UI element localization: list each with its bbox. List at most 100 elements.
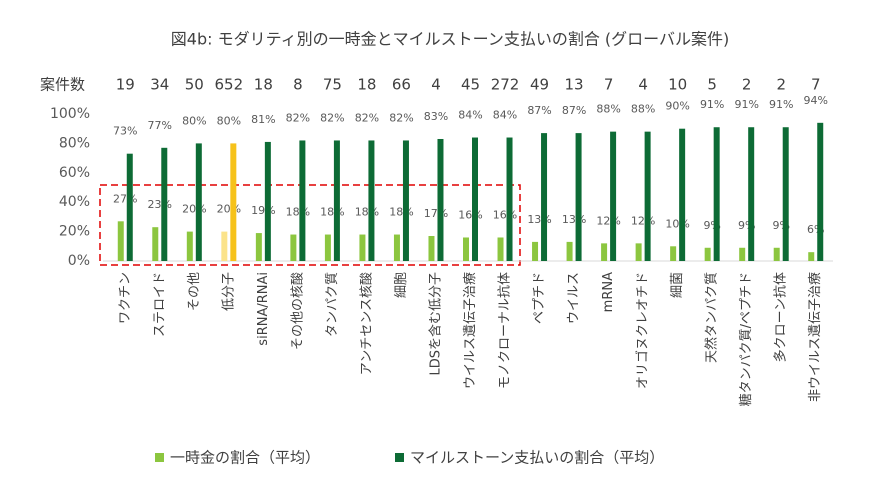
count-label: 4 xyxy=(638,76,648,94)
count-label: 13 xyxy=(565,76,584,94)
value-label: 83% xyxy=(424,110,448,123)
value-label: 77% xyxy=(148,119,172,132)
value-label: 82% xyxy=(286,111,310,124)
count-label: 272 xyxy=(491,76,520,94)
bar xyxy=(290,234,297,261)
bar xyxy=(782,127,789,261)
bar xyxy=(532,241,539,261)
value-label: 18% xyxy=(286,206,310,219)
count-label: 19 xyxy=(116,76,135,94)
value-label: 19% xyxy=(251,204,275,217)
bar xyxy=(773,247,780,261)
value-label: 12% xyxy=(596,214,620,227)
bar xyxy=(428,236,435,261)
y-tick-label: 0% xyxy=(68,253,90,269)
value-label: 18% xyxy=(320,206,344,219)
count-label: 34 xyxy=(150,76,169,94)
count-label: 2 xyxy=(742,76,752,94)
x-tick-label: タンパク質 xyxy=(325,272,340,337)
value-label: 17% xyxy=(424,207,448,220)
value-label: 84% xyxy=(458,109,482,122)
bar xyxy=(463,237,469,261)
x-tick-label: ペプチド xyxy=(532,272,547,324)
value-label: 94% xyxy=(804,94,828,107)
value-label: 81% xyxy=(251,113,275,126)
bar xyxy=(402,140,409,261)
bar xyxy=(186,231,193,261)
x-tick-label: ステロイド xyxy=(152,272,167,337)
bar xyxy=(230,143,237,261)
bar xyxy=(126,153,133,261)
value-label: 20% xyxy=(182,203,206,216)
y-tick-label: 40% xyxy=(59,194,90,210)
legend-swatch xyxy=(395,453,404,462)
value-label: 88% xyxy=(596,103,620,116)
bar xyxy=(679,128,686,261)
x-tick-label: ウイルス xyxy=(567,272,582,324)
x-tick-label: LDSを含む低分子 xyxy=(427,272,443,376)
value-label: 73% xyxy=(113,125,137,138)
x-tick-label: mRNA xyxy=(601,272,616,312)
value-label: 18% xyxy=(355,206,379,219)
value-label: 16% xyxy=(458,208,482,221)
bar xyxy=(713,127,720,261)
bar xyxy=(333,140,340,261)
y-tick-label: 80% xyxy=(59,135,90,151)
bar xyxy=(437,138,444,261)
value-label: 16% xyxy=(493,208,517,221)
bar xyxy=(635,243,642,261)
count-label: 10 xyxy=(668,76,687,94)
x-tick-label: 非ウイルス遺伝子治療 xyxy=(808,272,823,402)
x-tick-label: その他の核酸 xyxy=(290,272,305,350)
bar xyxy=(541,133,548,261)
x-tick-label: 低分子 xyxy=(221,272,236,311)
value-label: 91% xyxy=(734,98,758,111)
x-tick-label: 多クローン抗体 xyxy=(773,272,789,362)
highlight-box xyxy=(99,184,521,266)
value-label: 13% xyxy=(562,213,586,226)
value-label: 87% xyxy=(527,104,551,117)
value-label: 18% xyxy=(389,206,413,219)
bar xyxy=(161,147,168,261)
value-label: 23% xyxy=(148,198,172,211)
value-label: 12% xyxy=(631,214,655,227)
bar xyxy=(506,137,513,261)
value-label: 80% xyxy=(182,114,206,127)
bar xyxy=(324,234,331,261)
value-label: 82% xyxy=(355,111,379,124)
count-label: 18 xyxy=(357,76,376,94)
count-label: 45 xyxy=(461,76,480,94)
count-label: 652 xyxy=(215,76,244,94)
bar xyxy=(704,247,711,261)
count-label: 7 xyxy=(604,76,614,94)
bar xyxy=(264,141,271,261)
bar xyxy=(472,137,478,261)
bar xyxy=(610,131,617,261)
count-label: 66 xyxy=(392,76,411,94)
x-tick-label: 細菌 xyxy=(670,272,685,298)
counts-label: 案件数 xyxy=(40,76,85,94)
bar xyxy=(739,247,746,261)
bar xyxy=(299,140,306,261)
bar xyxy=(748,127,755,261)
value-label: 27% xyxy=(113,192,137,205)
value-label: 82% xyxy=(320,111,344,124)
bar xyxy=(393,234,400,261)
bar xyxy=(359,234,366,261)
value-label: 90% xyxy=(665,100,689,113)
x-tick-label: その他 xyxy=(187,272,202,311)
bar xyxy=(817,122,824,261)
y-tick-label: 20% xyxy=(59,224,90,240)
bar xyxy=(255,233,262,261)
count-label: 4 xyxy=(431,76,441,94)
count-label: 18 xyxy=(254,76,273,94)
x-tick-label: 天然タンパク質 xyxy=(704,272,720,363)
bar xyxy=(152,227,159,261)
count-label: 49 xyxy=(530,76,549,94)
count-label: 5 xyxy=(707,76,717,94)
value-label: 84% xyxy=(493,109,517,122)
value-label: 88% xyxy=(631,103,655,116)
legend-label: マイルストーン支払いの割合（平均） xyxy=(410,449,664,467)
bar xyxy=(368,140,375,261)
